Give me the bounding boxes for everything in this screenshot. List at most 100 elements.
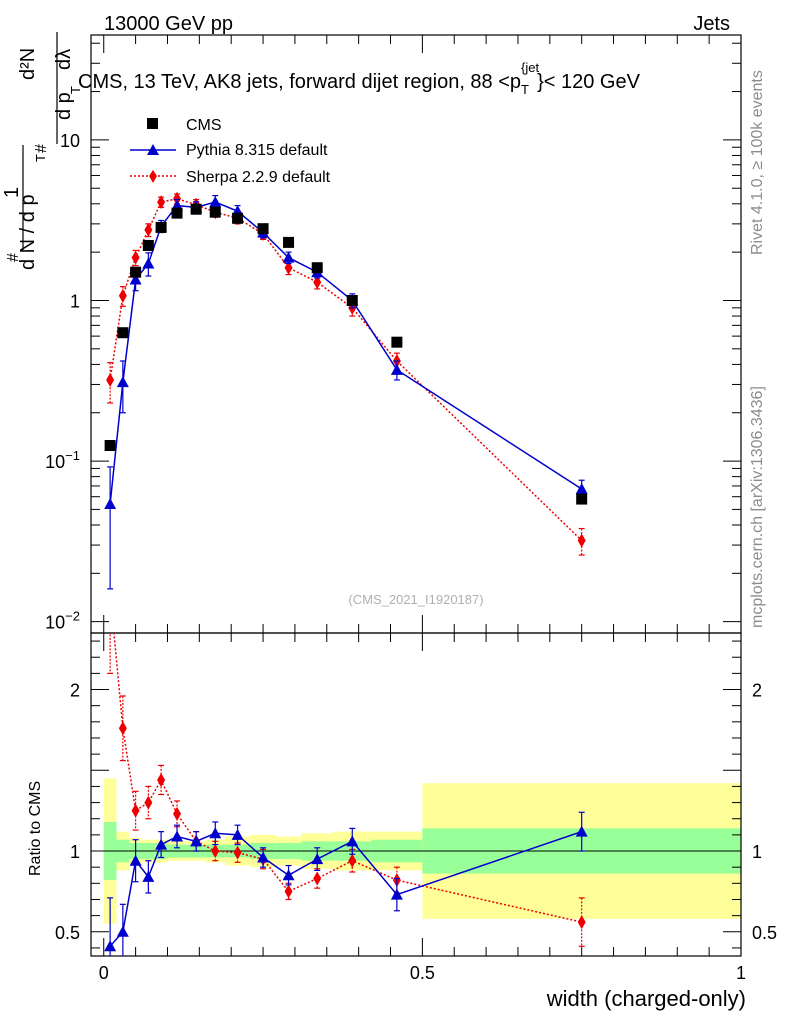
legend-sherpa-label: Sherpa 2.2.9 default [186,169,331,186]
ylabel-d2n: d²N [17,48,39,80]
mcplots-label: mcplots.cern.ch [arXiv:1306.3436] [749,386,766,628]
main-cms-point [391,336,403,348]
main-sherpa-point [284,260,293,275]
y-tick-label: 10 [60,131,80,151]
main-cms-point [346,294,358,306]
main-pythia-line [109,201,583,505]
ylabel-one: 1 [1,187,23,198]
ratio-sherpa-point [131,803,140,818]
ratio-y-tick-label-left: 1 [70,842,80,862]
ratio-y-tick-label-right: 2 [752,681,762,701]
x-tick-label: 1 [736,963,746,983]
legend-pythia-label: Pythia 8.315 default [186,142,328,159]
ratio-y-tick-label-right: 0.5 [752,923,777,943]
main-pythia-point [129,273,142,285]
main-cms-point [117,327,129,339]
main-sherpa-point [106,372,115,387]
main-sherpa-point [144,222,153,237]
main-cms-point [190,203,202,215]
main-cms-point [576,493,588,505]
ratio-y-tick-label-right: 1 [752,842,762,862]
ratio-plot: 0.5 0.5 1 1 2 2 0 0.5 1 [55,632,777,983]
ratio-sherpa-point [211,844,220,859]
ylabel-dp: d p [53,92,75,120]
ylabel-t2: T [68,86,83,94]
main-sherpa-point [173,191,182,206]
main-cms-point [155,221,167,233]
ratio-pythia-point [282,869,295,881]
main-sherpa-point [157,195,166,210]
main-pythia-point [209,196,222,208]
ratio-y-tick-label-left: 2 [70,681,80,701]
main-sherpa-line [109,197,583,542]
x-tick-label: 0 [99,963,109,983]
main-y-axis-label: d N / d p T 1 # d²N # d p T dλ [1,32,83,270]
ratio-plot-frame [90,632,742,957]
legend-sherpa-marker [149,170,157,183]
ratio-pythia-point [155,838,168,850]
main-pythia-point [104,498,117,510]
ratio-sherpa-point [233,845,242,860]
ratio-pythia-point [171,830,184,842]
header-right: Jets [693,13,730,35]
ratio-y-tick-label-left: 0.5 [55,923,80,943]
ratio-sherpa-point [118,721,127,736]
ratio-data [104,633,588,956]
main-pythia-point [116,376,129,388]
ratio-y-axis-label: Ratio to CMS [27,781,44,876]
y-tick-label: 10−2 [45,609,80,633]
ratio-sherpa-point [313,871,322,886]
ratio-pythia-point [390,888,403,900]
main-cms-point [232,212,244,224]
legend: CMS Pythia 8.315 default Sherpa 2.2.9 de… [130,117,331,186]
rivet-label: Rivet 4.1.0, ≥ 100k events [749,70,766,255]
ratio-sherpa-point [284,884,293,899]
legend-cms-marker [147,118,158,129]
main-cms-point [257,223,269,235]
main-sherpa-point [118,288,127,303]
ratio-pythia-point [104,940,117,952]
ylabel-dl: dλ [53,49,75,70]
legend-cms-label: CMS [186,117,222,134]
ratio-pythia-point [346,835,359,847]
main-cms-point [283,236,295,248]
ylabel-hash1: # [5,253,22,262]
main-sherpa-point [131,250,140,265]
ratio-sherpa-point [173,806,182,821]
x-tick-label: 0.5 [410,963,435,983]
legend-pythia-marker [147,144,159,155]
ratio-pythia-point [231,828,244,840]
ylabel-t1: T [33,154,48,162]
ratio-sherpa-point [577,915,586,930]
main-data [104,191,588,590]
ratio-sherpa-point [348,853,357,868]
main-cms-point [209,206,221,218]
main-pythia-point [390,363,403,375]
main-cms-point [130,266,142,278]
ratio-pythia-point [575,825,588,837]
main-sherpa-point [313,275,322,290]
header-left: 13000 GeV pp [104,13,233,35]
main-sherpa-point [577,533,586,548]
chart-title: CMS, 13 TeV, AK8 jets, forward dijet reg… [78,60,641,97]
ratio-pythia-point [257,851,270,863]
x-axis-label: width (charged-only) [546,986,746,1011]
ratio-pythia-point [142,870,155,882]
main-pythia-point [575,483,588,495]
ratio-pythia-point [209,827,222,839]
main-cms-point [311,262,323,274]
y-tick-label: 10−1 [45,448,80,472]
y-tick-label: 1 [70,291,80,311]
ratio-sherpa-point [144,795,153,810]
main-cms-point [142,239,154,251]
ylabel-hash2: # [33,144,50,153]
ratio-pythia-point [190,835,203,847]
ratio-pythia-point [129,854,142,866]
main-pythia-point [282,251,295,263]
ratio-pythia-point [311,853,324,865]
main-cms-point [104,440,116,452]
ratio-pythia-point [116,925,129,937]
ratio-sherpa-point [157,772,166,787]
analysis-watermark: (CMS_2021_I1920187) [348,592,483,607]
